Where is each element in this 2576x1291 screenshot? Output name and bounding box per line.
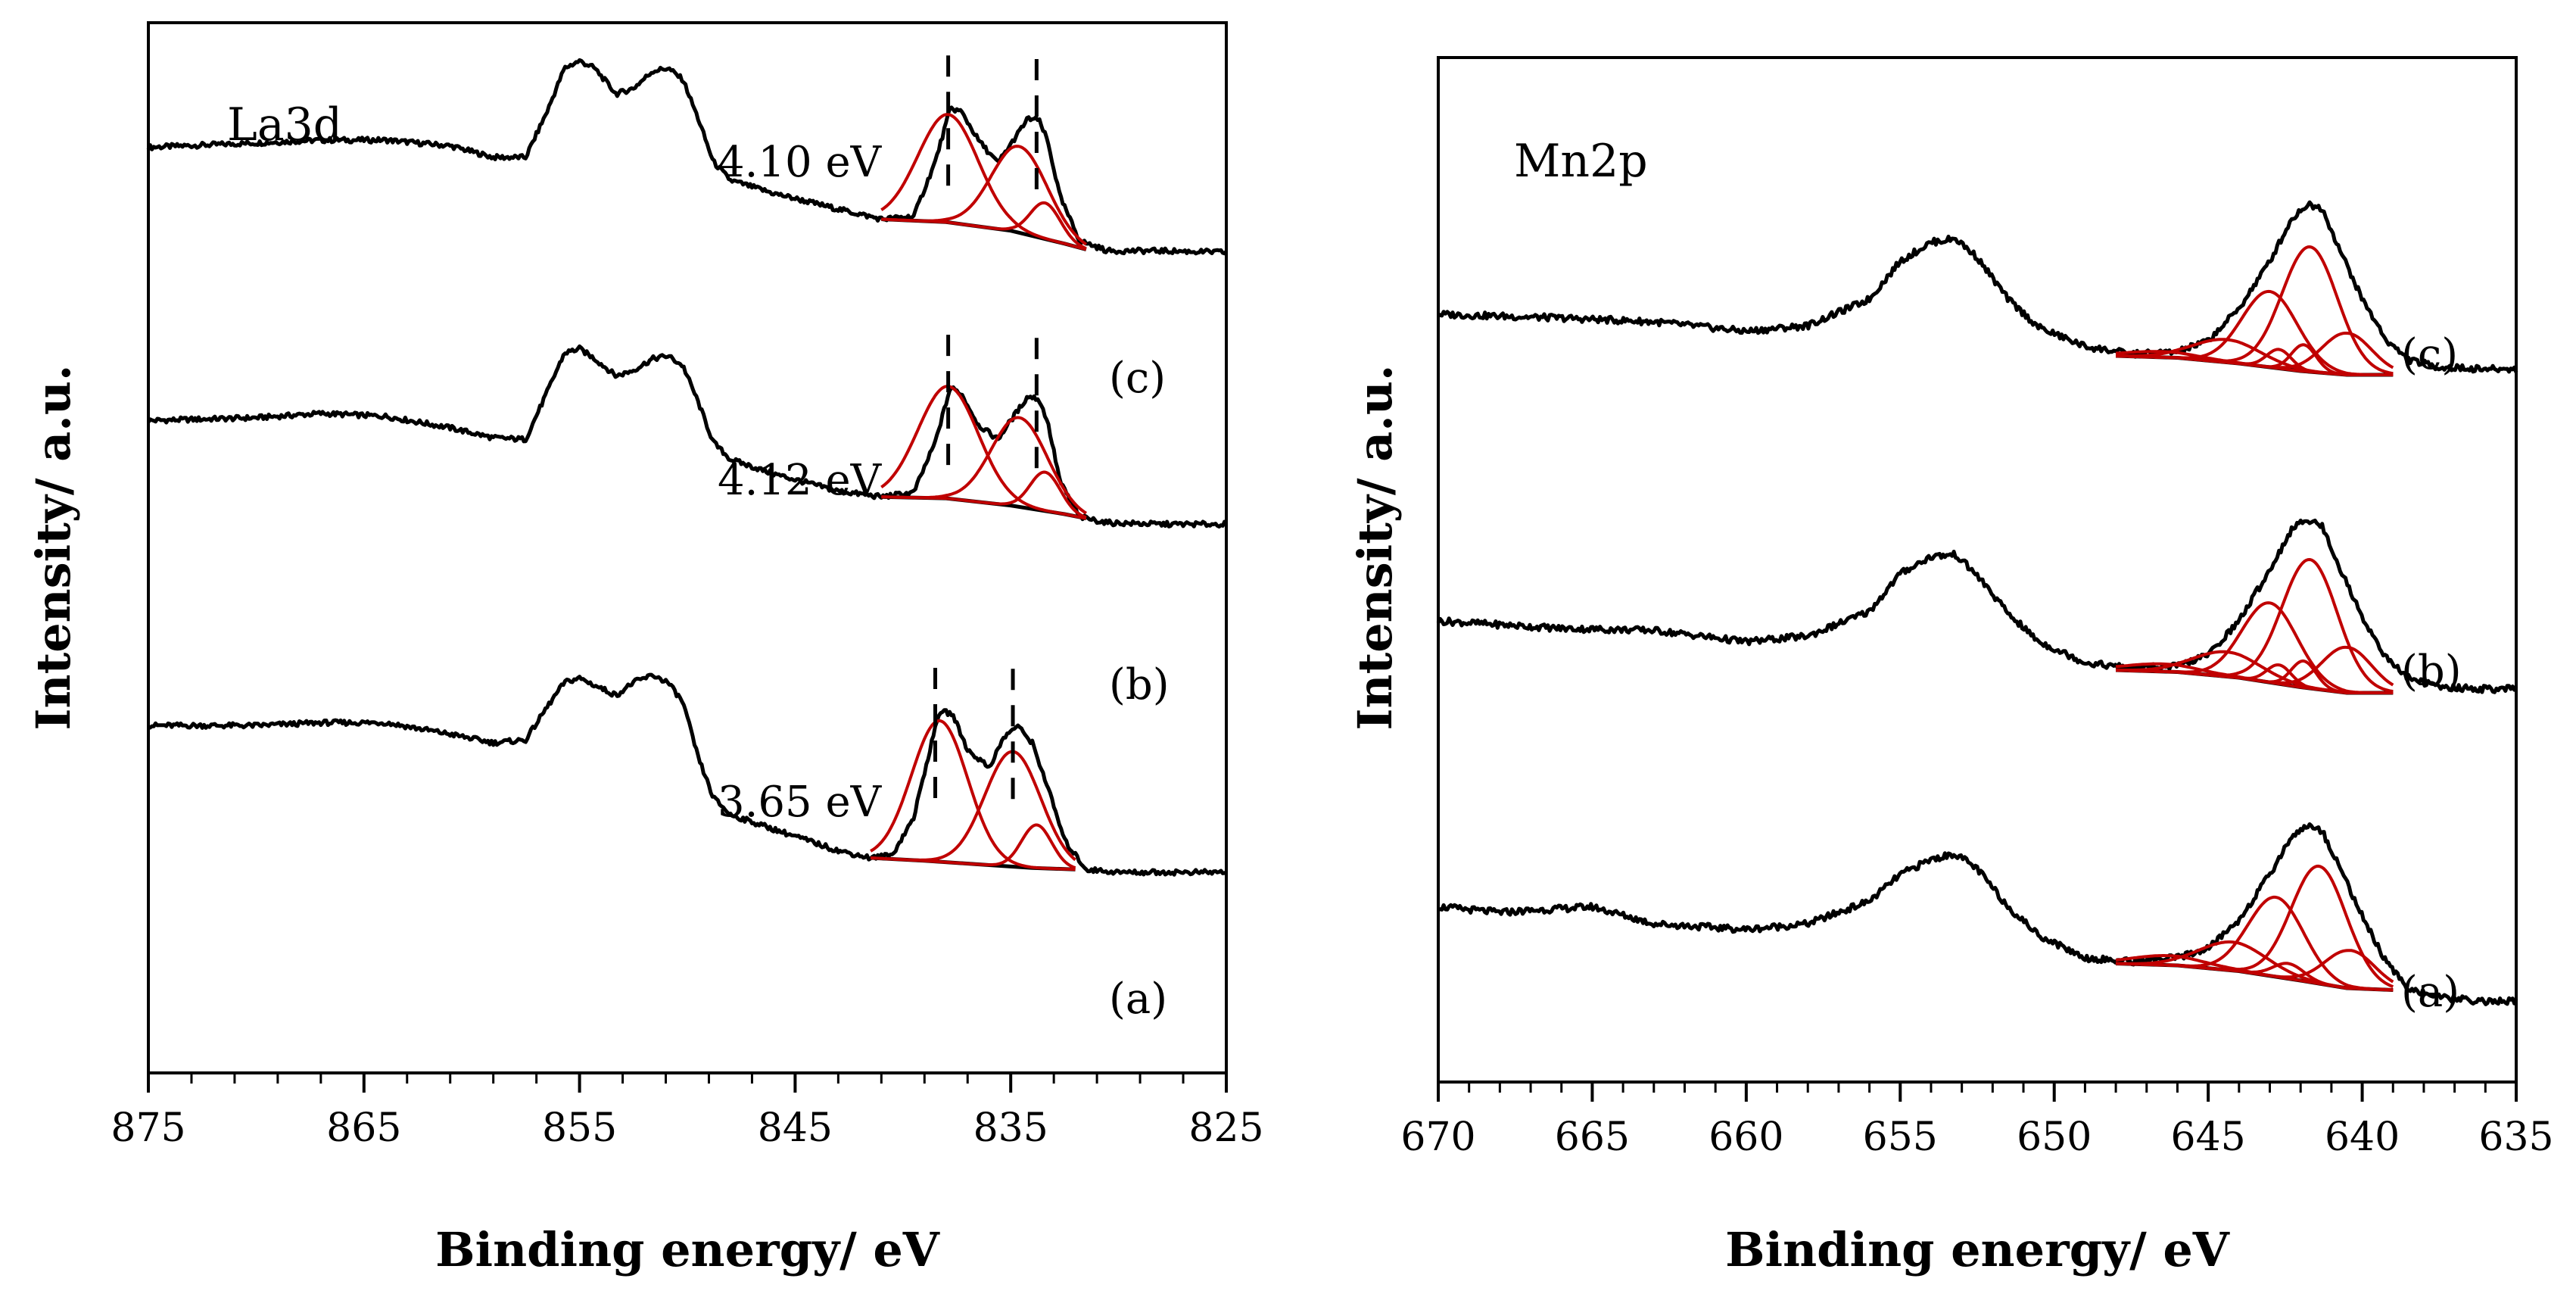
la3d-annotation-a: 3.65 eV [718,778,883,827]
mn2p-curve-label-a: (a) [2401,968,2459,1017]
la3d-annotation-b: 4.12 eV [718,456,883,505]
mn2p-spectrum-a [1438,822,2518,1006]
mn2p-curve-label-c: (c) [2401,330,2458,379]
mn2p-panel: 670 665 660 655 650 645 640 635 Mn2p Binding en… [1347,56,2554,1277]
mn2p-panel-label: Mn2p [1514,135,1648,188]
la3d-background-c [881,217,1087,251]
la3d-y-axis-title: Intensity/ a.u. [26,364,81,730]
mn2p-fit-peak-a-0 [2116,864,2394,988]
la3d-panel-label: La3d [227,98,342,151]
mn2p-x-tick-label: 665 [1555,1115,1630,1160]
la3d-curve-label-c: (c) [1109,354,1166,403]
mn2p-x-tick-label: 655 [1863,1115,1938,1160]
mn2p-y-axis-title: Intensity/ a.u. [1347,364,1403,730]
mn2p-x-tick-label: 650 [2017,1115,2092,1160]
mn2p-x-tick-label: 640 [2325,1115,2400,1160]
la3d-fit-peak-c-2 [881,201,1087,251]
la3d-fit-peak-c-0 [880,113,1087,251]
la3d-background-b [881,494,1087,521]
la3d-plot-frame [147,21,1228,1074]
mn2p-x-tick-label: 660 [1709,1115,1783,1160]
mn2p-x-tick-label: 670 [1400,1115,1475,1160]
mn2p-fit-peak-a-1 [2116,895,2394,992]
la3d-fit-peak-b-2 [881,470,1087,519]
la3d-spectrum-a [148,672,1228,877]
mn2p-plot-frame [1437,56,2518,1084]
la3d-curve-label-b: (b) [1109,660,1170,709]
la3d-fit-peak-b-0 [880,385,1087,520]
la3d-fit-peak-c-1 [881,145,1088,246]
la3d-x-tick-label: 825 [1188,1105,1263,1151]
la3d-x-tick-label: 865 [326,1105,401,1151]
mn2p-fit-peak-c-6 [2115,350,2394,376]
mn2p-x-tick-label: 635 [2478,1115,2553,1160]
mn2p-spectrum-b [1436,518,2518,694]
la3d-annotation-c: 4.10 eV [718,138,883,187]
la3d-x-tick-label: 835 [973,1105,1048,1151]
la3d-x-tick-label: 855 [542,1105,617,1151]
la3d-x-tick-label: 845 [758,1105,833,1151]
la3d-x-tick-label: 875 [111,1105,185,1151]
mn2p-spectrum-c [1437,200,2518,374]
la3d-fit-peak-a-0 [870,719,1076,872]
la3d-spectrum-b [146,344,1227,529]
la3d-spectrum-c [146,58,1228,256]
la3d-panel: 875 865 855 845 835 825 La3d Binding energy/ … [26,21,1264,1277]
mn2p-fit-peak-b-6 [2115,662,2394,694]
mn2p-x-tick-label: 645 [2171,1115,2246,1160]
la3d-fit-peak-a-2 [870,823,1076,870]
mn2p-curve-label-b: (b) [2401,647,2462,696]
la3d-curve-label-a: (a) [1109,974,1167,1024]
mn2p-fit-peak-a-5 [2115,954,2394,992]
la3d-x-axis-title: Binding energy/ eV [435,1222,940,1277]
mn2p-x-axis-title: Binding energy/ eV [1725,1222,2230,1277]
